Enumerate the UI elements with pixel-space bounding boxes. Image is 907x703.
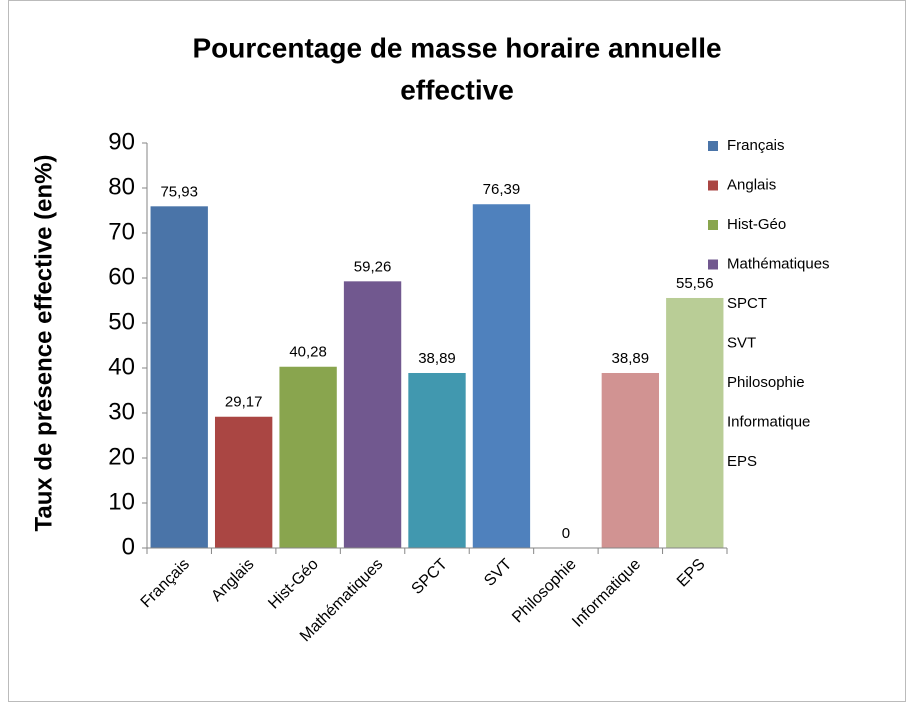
- y-tick-label: 30: [108, 398, 135, 425]
- value-label: 38,89: [418, 350, 456, 367]
- bar: [408, 372, 466, 548]
- legend-label: SVT: [727, 334, 756, 351]
- value-label: 75,93: [160, 183, 198, 200]
- value-label: 59,26: [354, 258, 392, 275]
- y-tick-label: 0: [122, 533, 135, 560]
- y-axis-label: Taux de présence effective (en%): [30, 154, 57, 531]
- legend-swatch: [708, 259, 718, 270]
- legend-label: Mathématiques: [727, 255, 830, 272]
- legend-swatch: [708, 457, 718, 467]
- legend-swatch: [708, 141, 718, 151]
- chart-title: Pourcentage de masse horaire annuelle: [192, 32, 721, 63]
- value-label: 0: [562, 525, 570, 542]
- bar: [472, 204, 531, 548]
- y-tick-label: 90: [108, 128, 135, 155]
- legend-swatch: [708, 220, 718, 230]
- bar: [343, 281, 402, 548]
- y-tick-label: 80: [108, 173, 135, 200]
- legend-label: Français: [727, 137, 785, 154]
- value-label: 55,56: [676, 275, 714, 292]
- y-tick-label: 50: [108, 308, 135, 335]
- bar: [214, 416, 273, 548]
- value-label: 76,39: [483, 181, 521, 198]
- chart-title: effective: [400, 74, 514, 105]
- y-tick-label: 70: [108, 218, 135, 245]
- legend-label: Philosophie: [727, 374, 805, 391]
- legend-label: Anglais: [727, 176, 776, 193]
- legend-label: Informatique: [727, 413, 810, 430]
- legend-label: SPCT: [727, 295, 767, 312]
- legend-swatch: [708, 180, 718, 191]
- bar: [279, 366, 337, 548]
- bar: [150, 206, 208, 548]
- value-label: 29,17: [225, 394, 263, 411]
- value-label: 38,89: [612, 350, 650, 367]
- bar: [666, 297, 724, 548]
- y-tick-label: 20: [108, 443, 135, 470]
- bar: [601, 372, 660, 548]
- y-tick-label: 60: [108, 263, 135, 290]
- legend-label: Hist-Géo: [727, 216, 786, 233]
- y-tick-label: 40: [108, 353, 135, 380]
- value-label: 40,28: [289, 344, 327, 361]
- legend-label: EPS: [727, 453, 757, 470]
- y-tick-label: 10: [108, 488, 135, 515]
